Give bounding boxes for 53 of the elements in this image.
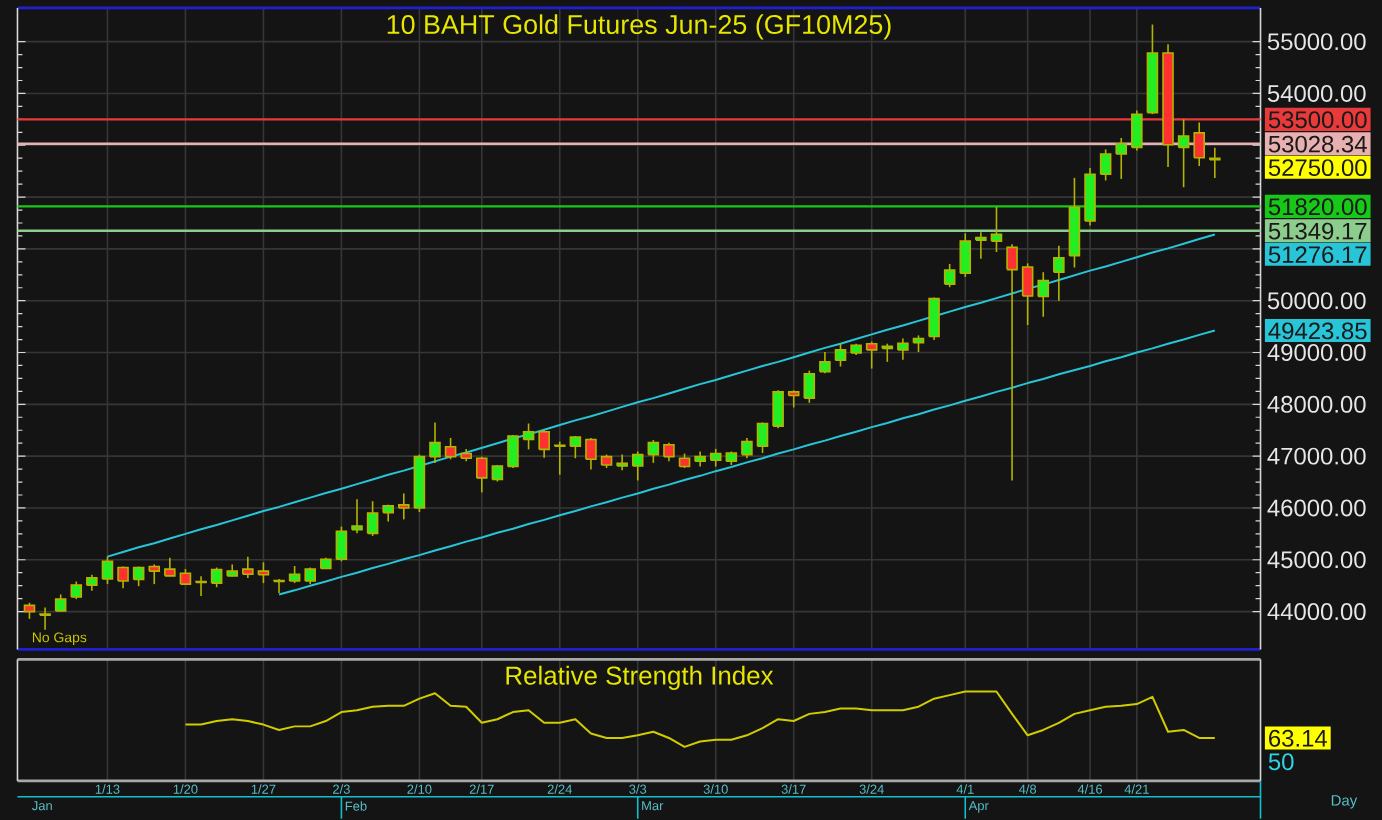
candlestick [538,429,550,459]
candlestick [1037,271,1050,318]
candlestick [1193,121,1206,167]
candlestick [242,555,254,579]
candlestick [631,450,644,481]
candlestick [741,436,753,459]
candlestick [382,504,394,522]
candlestick [1115,136,1128,180]
candlestick [819,350,831,374]
candlestick [975,231,987,260]
text: 49423.85 [1268,322,1367,340]
y-tick-label: 50000.00 [1267,291,1366,309]
candlestick [709,447,722,467]
chart-title: 10 BAHT Gold Futures Jun-25 (GF10M25) [387,13,891,40]
text: 52750.00 [1268,158,1367,176]
y-tick-label: 47000.00 [1267,447,1366,465]
candlestick [475,455,488,493]
ref-line-label: 53500.00 [1268,110,1367,128]
candlestick [429,421,441,464]
candlestick [148,563,161,585]
candlestick [787,389,800,408]
y-tick-label: 45000.00 [1267,550,1366,568]
candlestick [398,492,410,520]
candlestick [86,573,98,592]
y-tick-label: 54000.00 [1267,84,1366,102]
candlestick [1209,146,1221,179]
candlestick [39,606,51,631]
ref-line-label: 51820.00 [1268,197,1367,215]
y-tick-label: 48000.00 [1267,395,1366,413]
candlestick [1162,43,1174,168]
chart-title: Relative Strength Index [506,665,774,690]
candlestick [694,450,706,467]
candlestick [959,232,972,278]
text: 51276.17 [1268,245,1367,263]
text: 50 [1268,752,1294,770]
candlestick [1006,243,1018,481]
candlestick [553,440,566,476]
y-tick-label: 49000.00 [1267,343,1366,361]
candlestick [1084,166,1096,227]
candlestick [585,436,597,471]
candlestick [663,441,675,462]
ref-line-label: 51349.17 [1268,222,1367,240]
y-tick-label: 55000.00 [1267,32,1366,50]
candlestick [1053,244,1065,302]
y-tick-label: 46000.00 [1267,499,1366,517]
text: 63.14 [1269,729,1328,747]
ref-line-label: 53028.34 [1268,135,1367,153]
y-tick-label: 44000.00 [1267,602,1366,620]
candlestick [881,342,894,363]
candlestick [507,434,519,469]
candlestick [897,337,909,361]
candlestick [928,297,940,341]
candlestick [117,566,129,589]
